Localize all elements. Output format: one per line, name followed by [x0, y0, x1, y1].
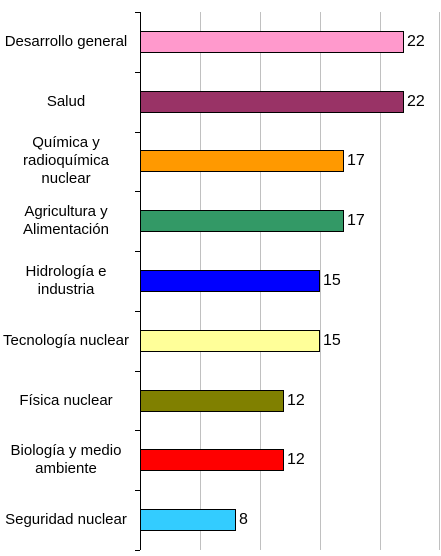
value-label: 22: [407, 92, 425, 110]
category-label: Física nuclear: [19, 391, 113, 409]
bar: [140, 389, 284, 412]
y-tick: [135, 12, 140, 13]
y-tick: [135, 370, 140, 372]
category-label: Salud: [46, 92, 86, 110]
value-label: 22: [407, 32, 425, 50]
y-tick: [135, 430, 140, 432]
value-label: 15: [323, 331, 341, 349]
value-label: 17: [347, 212, 365, 230]
bar: [140, 210, 344, 233]
category-label: Tecnología nuclear: [3, 331, 129, 349]
bar: [140, 150, 344, 173]
grid-line: [439, 12, 440, 550]
bar: [140, 329, 320, 352]
category-label: Seguridad nuclear: [5, 511, 127, 529]
value-label: 15: [323, 272, 341, 289]
grid-line: [380, 12, 381, 550]
y-tick: [135, 550, 140, 551]
y-tick: [135, 131, 140, 133]
y-tick: [135, 191, 140, 193]
category-label: Química y radioquímica nuclear: [23, 134, 109, 188]
bar: [140, 509, 236, 532]
y-tick: [135, 490, 140, 492]
bar: [140, 449, 284, 472]
category-label: Biología y medio ambiente: [10, 442, 122, 478]
category-label: Agricultura y Alimentación: [23, 203, 109, 239]
bar: [140, 90, 404, 113]
value-label: 12: [287, 451, 305, 469]
value-label: 17: [347, 152, 365, 170]
value-label: 8: [239, 511, 248, 529]
bar: [140, 30, 404, 53]
y-tick: [135, 251, 140, 253]
bar: [140, 270, 320, 292]
category-label: Desarrollo general: [4, 32, 128, 50]
value-label: 12: [287, 391, 305, 409]
y-tick: [135, 310, 140, 312]
grid-line: [320, 12, 321, 550]
category-label: Hidrología e industria: [25, 262, 107, 298]
y-tick: [135, 71, 140, 73]
